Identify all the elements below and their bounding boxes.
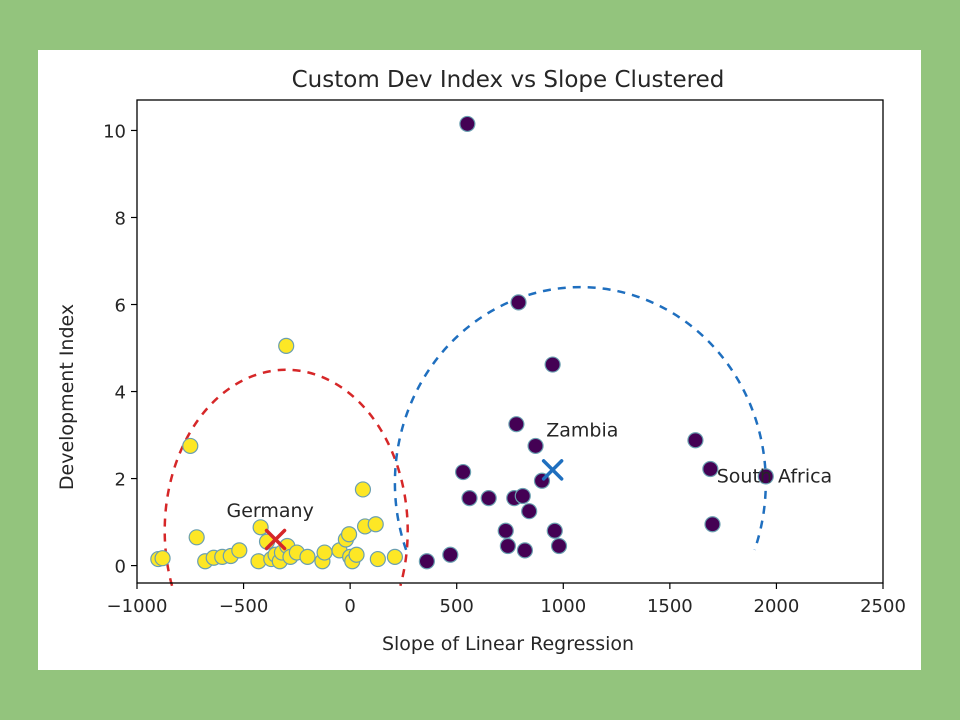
cluster-2-point [461, 490, 478, 507]
cluster-1-point [278, 337, 295, 354]
cluster-2-point [497, 522, 514, 539]
cluster-2-point [521, 503, 538, 520]
cluster-2-point [757, 468, 774, 485]
cluster-2-point [550, 537, 568, 555]
x-tick-label: 2500 [860, 596, 906, 617]
x-tick-label: 2000 [754, 596, 800, 617]
cluster-2-point [418, 553, 435, 570]
chart-title: Custom Dev Index vs Slope Clustered [292, 67, 725, 93]
x-tick-label: 1500 [647, 596, 693, 617]
cluster-1-point [252, 519, 269, 536]
cluster-2-point [704, 516, 721, 533]
y-tick-label: 2 [115, 470, 126, 491]
cluster-2-point [544, 356, 561, 373]
cluster-outline-layer [163, 285, 768, 587]
scatter-chart: Custom Dev Index vs Slope Clustered Slop… [56, 67, 906, 655]
cluster-1-point [340, 526, 358, 543]
annotation-label: Germany [227, 500, 314, 522]
cluster-1-point [348, 546, 365, 563]
cluster-1-point [154, 550, 171, 567]
y-tick-label: 0 [115, 557, 126, 578]
annotation-label: South Africa [717, 465, 832, 487]
annotation-label: Zambia [546, 420, 618, 442]
x-tick-label: 1000 [540, 596, 586, 617]
cluster-outline-2 [393, 285, 768, 551]
cluster-2-point [508, 416, 525, 433]
cluster-2-point [514, 487, 531, 505]
cluster-1-point [182, 437, 199, 455]
y-tick-label: 4 [115, 383, 126, 404]
cluster-2-point [702, 460, 719, 478]
plot-frame [136, 99, 884, 584]
cluster-2-point [510, 294, 527, 311]
cluster-1-point [367, 516, 384, 533]
cluster-2-point [499, 537, 516, 555]
cluster-2-point [480, 490, 497, 507]
x-tick-label: 0 [344, 596, 355, 617]
cluster-1-point [231, 542, 248, 559]
annotation-layer: Germany Zambia South Africa [227, 420, 833, 523]
figure-canvas: Custom Dev Index vs Slope Clustered Slop… [38, 50, 921, 670]
y-tick-label: 8 [115, 208, 126, 229]
data-points-layer [150, 115, 774, 570]
cluster-2-point [459, 115, 476, 133]
centroid-x-marker-2 [541, 459, 564, 481]
cluster-2-point [687, 432, 704, 449]
cluster-1-point [299, 548, 316, 565]
axes: −1000 −500 0 500 1000 1500 2000 2500 0 2 4 6 8 10 [103, 99, 906, 617]
x-tick-label: 500 [440, 596, 474, 617]
cluster-1-point [316, 544, 333, 561]
cluster-2-point [546, 522, 563, 539]
cluster-outline-1 [163, 368, 409, 587]
x-tick-label: −500 [219, 596, 268, 617]
cluster-2-point [442, 546, 459, 563]
y-tick-label: 6 [115, 296, 126, 317]
cluster-1-point [188, 529, 205, 546]
cluster-2-point [527, 437, 544, 455]
x-axis-label: Slope of Linear Regression [382, 633, 634, 655]
cluster-1-point [386, 548, 404, 565]
cluster-2-point [455, 463, 472, 481]
centroid-x-marker-1 [264, 528, 287, 551]
cluster-1-point [369, 550, 386, 568]
cluster-2-point [516, 542, 534, 559]
x-tick-label: −1000 [107, 596, 168, 617]
y-tick-label: 10 [103, 121, 126, 142]
y-axis-label: Development Index [56, 304, 78, 490]
cluster-1-point [354, 481, 372, 498]
